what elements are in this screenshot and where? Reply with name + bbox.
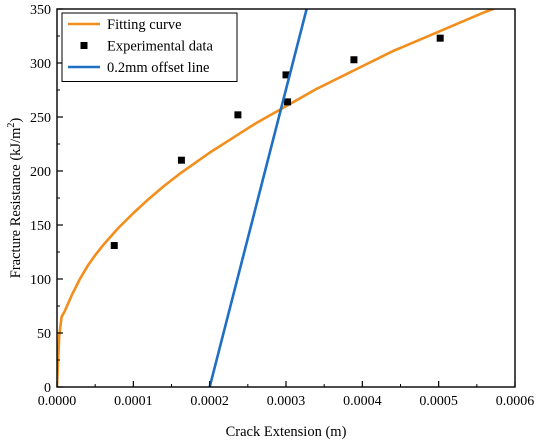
y-axis-title-sup: 2 — [6, 123, 17, 128]
legend: Fitting curve Experimental data 0.2mm offs… — [61, 12, 238, 82]
x-tick-label: 0.0006 — [496, 394, 535, 409]
y-axis-title-tail: ) — [8, 118, 24, 123]
0-2mm-offset-line-line — [208, 9, 308, 387]
y-tick-label: 150 — [30, 219, 51, 234]
x-tick-label: 0.0004 — [343, 394, 382, 409]
y-tick-label: 350 — [30, 3, 51, 18]
data-point — [110, 242, 118, 250]
series-layer — [57, 9, 497, 387]
y-tick-label: 200 — [30, 165, 51, 180]
x-tick-label: 0.0002 — [190, 394, 229, 409]
y-tick-label: 300 — [30, 57, 51, 72]
data-point — [436, 34, 444, 42]
data-point — [284, 98, 292, 106]
y-tick-label: 0 — [44, 381, 51, 396]
fitting-curve-line — [57, 9, 497, 387]
y-tick-label: 250 — [30, 111, 51, 126]
y-axis: 0 50 100 150 200 250 300 350 — [30, 3, 63, 396]
legend-label: 0.2mm offset line — [107, 60, 209, 76]
legend-swatch-marker — [80, 42, 88, 49]
legend-label: Fitting curve — [107, 17, 182, 33]
x-tick-label: 0.0001 — [114, 394, 153, 409]
x-tick-label: 0.0005 — [419, 394, 458, 409]
x-axis-title: Crack Extension (m) — [226, 424, 347, 440]
x-tick-label: 0.0000 — [38, 394, 77, 409]
y-tick-label: 100 — [30, 273, 51, 288]
data-point — [177, 156, 185, 164]
data-point — [282, 71, 290, 79]
legend-label: Experimental data — [107, 39, 213, 55]
x-axis: 0.0000 0.0001 0.0002 0.0003 0.0004 0.0005 0.00… — [38, 381, 535, 409]
y-axis-title: Fracture Resistance (kJ/m2) — [6, 118, 24, 279]
x-tick-label: 0.0003 — [267, 394, 306, 409]
data-point — [234, 111, 242, 119]
y-axis-title-main: Fracture Resistance (kJ/m — [8, 127, 24, 278]
y-tick-label: 50 — [37, 327, 51, 342]
data-point — [350, 56, 358, 64]
